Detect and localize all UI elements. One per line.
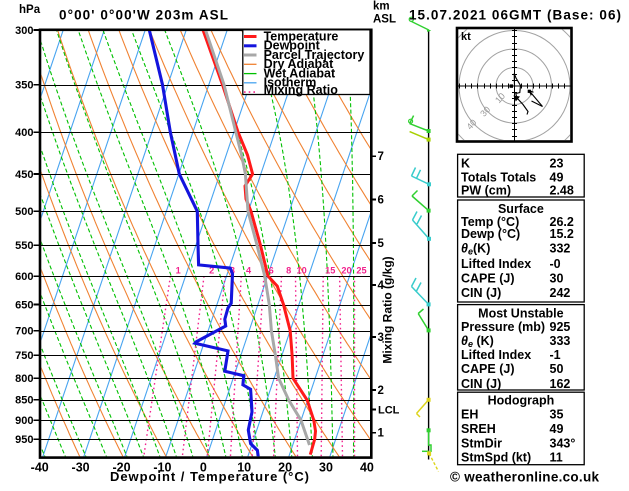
svg-text:-0: -0 <box>550 257 561 271</box>
svg-text:550: 550 <box>15 240 33 252</box>
svg-text:Lifted Index: Lifted Index <box>461 348 531 362</box>
svg-text:4: 4 <box>378 280 385 292</box>
svg-text:450: 450 <box>15 169 33 181</box>
svg-text:333: 333 <box>550 334 571 348</box>
svg-text:EH: EH <box>461 408 478 422</box>
svg-text:25: 25 <box>356 266 366 276</box>
svg-text:800: 800 <box>15 373 33 385</box>
svg-text:950: 950 <box>15 434 33 446</box>
svg-text:-20: -20 <box>112 461 130 475</box>
svg-text:Dewpoint: Dewpoint <box>264 39 321 53</box>
svg-text:49: 49 <box>550 170 564 184</box>
svg-text:332: 332 <box>550 241 571 255</box>
svg-text:50: 50 <box>550 362 564 376</box>
svg-text:Lifted Index: Lifted Index <box>461 257 531 271</box>
svg-text:500: 500 <box>15 206 33 218</box>
svg-text:23: 23 <box>550 157 564 171</box>
svg-text:Hodograph: Hodograph <box>488 393 555 407</box>
svg-text:750: 750 <box>15 350 33 362</box>
svg-text:θe(K): θe(K) <box>461 241 490 256</box>
svg-text:-10: -10 <box>153 461 171 475</box>
svg-text:850: 850 <box>15 395 33 407</box>
svg-text:10: 10 <box>237 461 251 475</box>
svg-text:-40: -40 <box>31 461 49 475</box>
svg-text:km: km <box>373 1 390 13</box>
svg-text:300: 300 <box>15 25 33 37</box>
svg-text:Isotherm: Isotherm <box>264 76 317 90</box>
svg-text:5: 5 <box>378 238 385 250</box>
svg-text:StmSpd (kt): StmSpd (kt) <box>461 451 531 465</box>
svg-text:600: 600 <box>15 271 33 283</box>
svg-text:30: 30 <box>319 461 333 475</box>
svg-text:Temperature: Temperature <box>264 29 339 43</box>
svg-text:26.2: 26.2 <box>550 215 574 229</box>
svg-text:49: 49 <box>550 422 564 436</box>
svg-text:Dewp (°C): Dewp (°C) <box>461 227 520 241</box>
svg-text:-1: -1 <box>550 348 561 362</box>
svg-text:400: 400 <box>15 127 33 139</box>
svg-text:11: 11 <box>550 451 563 465</box>
svg-text:30: 30 <box>478 104 492 118</box>
svg-text:700: 700 <box>15 326 33 338</box>
svg-text:1: 1 <box>176 266 181 276</box>
svg-text:StmDir: StmDir <box>461 436 502 450</box>
svg-text:Most Unstable: Most Unstable <box>478 306 563 320</box>
svg-text:900: 900 <box>15 415 33 427</box>
svg-text:7: 7 <box>378 151 384 163</box>
svg-text:Mixing Ratio (g/kg): Mixing Ratio (g/kg) <box>381 256 395 363</box>
svg-text:242: 242 <box>550 286 571 300</box>
svg-text:0°00' 0°00'W 203m ASL: 0°00' 0°00'W 203m ASL <box>59 8 228 23</box>
svg-text:343°: 343° <box>550 436 576 450</box>
svg-text:1: 1 <box>378 428 385 440</box>
svg-text:Pressure (mb): Pressure (mb) <box>461 320 545 334</box>
svg-text:CIN (J): CIN (J) <box>461 377 501 391</box>
svg-text:925: 925 <box>550 320 571 334</box>
svg-text:6: 6 <box>269 266 274 276</box>
svg-text:40: 40 <box>360 461 374 475</box>
svg-text:θe (K): θe (K) <box>461 334 494 349</box>
svg-text:35: 35 <box>550 408 564 422</box>
svg-text:350: 350 <box>15 80 33 92</box>
svg-text:20: 20 <box>341 266 351 276</box>
svg-text:2.48: 2.48 <box>550 183 574 197</box>
svg-text:Dry Adiabat: Dry Adiabat <box>264 57 335 71</box>
svg-text:162: 162 <box>550 377 571 391</box>
svg-text:hPa: hPa <box>19 4 41 16</box>
svg-text:kt: kt <box>461 31 471 43</box>
svg-text:CAPE (J): CAPE (J) <box>461 271 514 285</box>
svg-text:ASL: ASL <box>373 14 396 26</box>
svg-text:Parcel Trajectory: Parcel Trajectory <box>264 48 365 62</box>
svg-text:15: 15 <box>325 266 335 276</box>
svg-text:© weatheronline.co.uk: © weatheronline.co.uk <box>450 470 599 485</box>
svg-text:Mixing Ratio: Mixing Ratio <box>264 83 339 97</box>
svg-text:CAPE (J): CAPE (J) <box>461 362 514 376</box>
svg-text:15.2: 15.2 <box>550 227 574 241</box>
svg-text:-30: -30 <box>72 461 90 475</box>
svg-text:Wet Adiabat: Wet Adiabat <box>264 67 336 81</box>
svg-text:650: 650 <box>15 299 33 311</box>
svg-text:LCL: LCL <box>378 405 400 417</box>
svg-text:0: 0 <box>200 461 207 475</box>
svg-text:SREH: SREH <box>461 422 496 436</box>
svg-text:2: 2 <box>378 385 384 397</box>
svg-text:6: 6 <box>378 195 384 207</box>
svg-text:15.07.2021 06GMT (Base: 06): 15.07.2021 06GMT (Base: 06) <box>409 8 621 23</box>
svg-text:20: 20 <box>278 461 292 475</box>
svg-text:Totals Totals: Totals Totals <box>461 170 536 184</box>
svg-text:3: 3 <box>378 332 384 344</box>
svg-text:2: 2 <box>209 266 214 276</box>
svg-text:K: K <box>461 157 470 171</box>
svg-text:Surface: Surface <box>498 202 544 216</box>
svg-text:Dewpoint / Temperature (°C): Dewpoint / Temperature (°C) <box>110 469 309 484</box>
svg-text:CIN (J): CIN (J) <box>461 286 501 300</box>
svg-text:10: 10 <box>296 266 306 276</box>
svg-text:4: 4 <box>246 266 252 276</box>
svg-text:40: 40 <box>465 117 479 131</box>
svg-text:8: 8 <box>286 266 291 276</box>
svg-text:30: 30 <box>550 271 564 285</box>
svg-text:Temp (°C): Temp (°C) <box>461 215 519 229</box>
svg-text:10: 10 <box>493 91 507 105</box>
svg-text:PW (cm): PW (cm) <box>461 183 511 197</box>
